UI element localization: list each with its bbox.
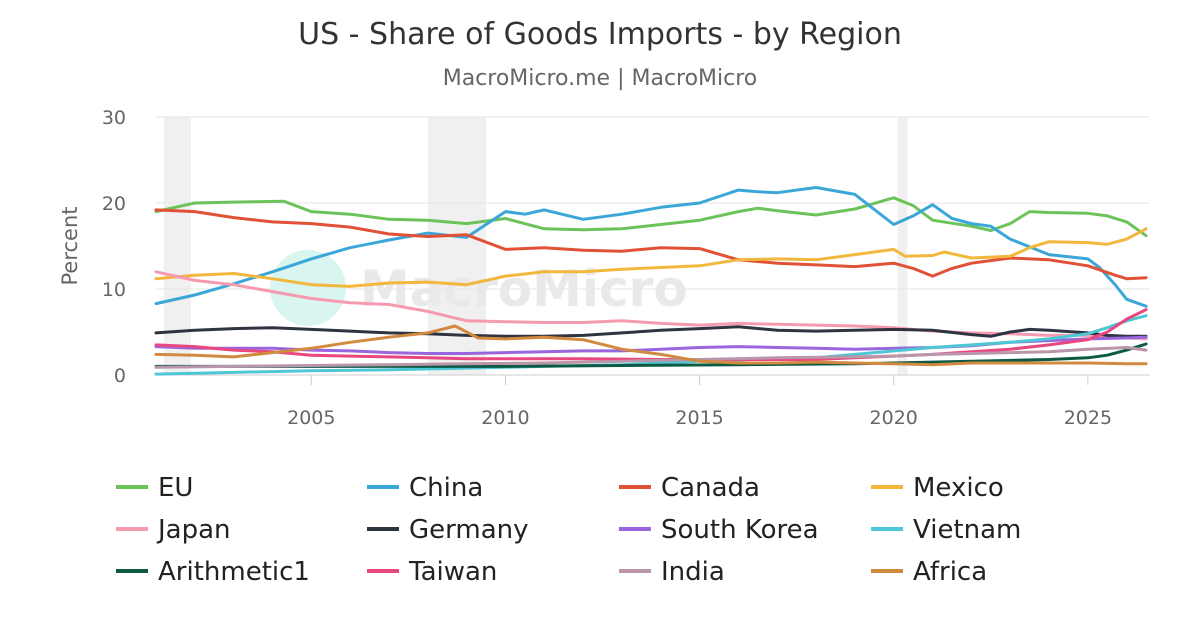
legend-item-canada[interactable]: Canada xyxy=(619,473,760,503)
y-axis-label: Percent xyxy=(58,206,82,285)
y-tick-label: 10 xyxy=(102,279,126,301)
y-tick-label: 0 xyxy=(114,365,126,387)
legend-item-germany[interactable]: Germany xyxy=(367,515,529,545)
legend-item-taiwan[interactable]: Taiwan xyxy=(367,557,497,587)
series-line-eu xyxy=(154,196,1148,238)
series-line-mexico xyxy=(154,227,1148,288)
legend-item-eu[interactable]: EU xyxy=(116,473,193,503)
x-tick-label: 2015 xyxy=(675,407,723,429)
legend-item-africa[interactable]: Africa xyxy=(871,557,987,587)
shaded-period-0 xyxy=(163,117,191,375)
legend-item-vietnam[interactable]: Vietnam xyxy=(871,515,1021,545)
legend-label: South Korea xyxy=(661,515,819,545)
grid-lines xyxy=(156,116,1150,376)
legend-item-japan[interactable]: Japan xyxy=(116,515,231,545)
shaded-period-2 xyxy=(897,117,908,375)
legend-label: Arithmetic1 xyxy=(158,557,310,587)
legend-label: Taiwan xyxy=(408,557,497,587)
series-line-canada xyxy=(154,208,1148,281)
x-tick-label: 2005 xyxy=(287,407,335,429)
series-line-germany xyxy=(154,325,1148,338)
watermark-logo-icon xyxy=(270,250,346,326)
x-tick-label: 2010 xyxy=(481,407,529,429)
legend-label: Mexico xyxy=(913,473,1004,503)
legend-label: China xyxy=(409,473,483,503)
legend-label: Vietnam xyxy=(913,515,1021,545)
legend-item-india[interactable]: India xyxy=(619,557,725,587)
y-axis-ticks: 0 10 20 30 xyxy=(102,107,126,387)
series-line-india xyxy=(154,346,1148,369)
x-axis-ticks: 2005 2010 2015 2020 2025 xyxy=(287,375,1112,429)
legend-item-south-korea[interactable]: South Korea xyxy=(619,515,819,545)
chart-title: US - Share of Goods Imports - by Region xyxy=(298,17,902,52)
watermark: MacroMicro xyxy=(270,250,688,326)
y-tick-label: 30 xyxy=(102,107,126,129)
recession-shading xyxy=(163,117,908,375)
y-tick-label: 20 xyxy=(102,193,126,215)
legend-label: EU xyxy=(158,473,193,503)
legend-item-mexico[interactable]: Mexico xyxy=(871,473,1004,503)
legend-item-arithmetic1[interactable]: Arithmetic1 xyxy=(116,557,310,587)
legend-label: India xyxy=(661,557,725,587)
legend-label: Japan xyxy=(156,515,231,545)
legend-label: Canada xyxy=(661,473,760,503)
legend-item-china[interactable]: China xyxy=(367,473,483,503)
x-tick-label: 2020 xyxy=(870,407,918,429)
series-line-china xyxy=(154,186,1148,308)
x-tick-label: 2025 xyxy=(1064,407,1112,429)
legend-label: Germany xyxy=(409,515,529,545)
series-line-africa xyxy=(154,324,1148,367)
chart-subtitle: MacroMicro.me | MacroMicro xyxy=(443,66,758,91)
legend-label: Africa xyxy=(913,557,987,587)
shaded-period-1 xyxy=(427,117,487,375)
legend: EU China Canada Mexico Japan Germany South Kor… xyxy=(116,473,1021,587)
series-lines xyxy=(154,186,1148,376)
